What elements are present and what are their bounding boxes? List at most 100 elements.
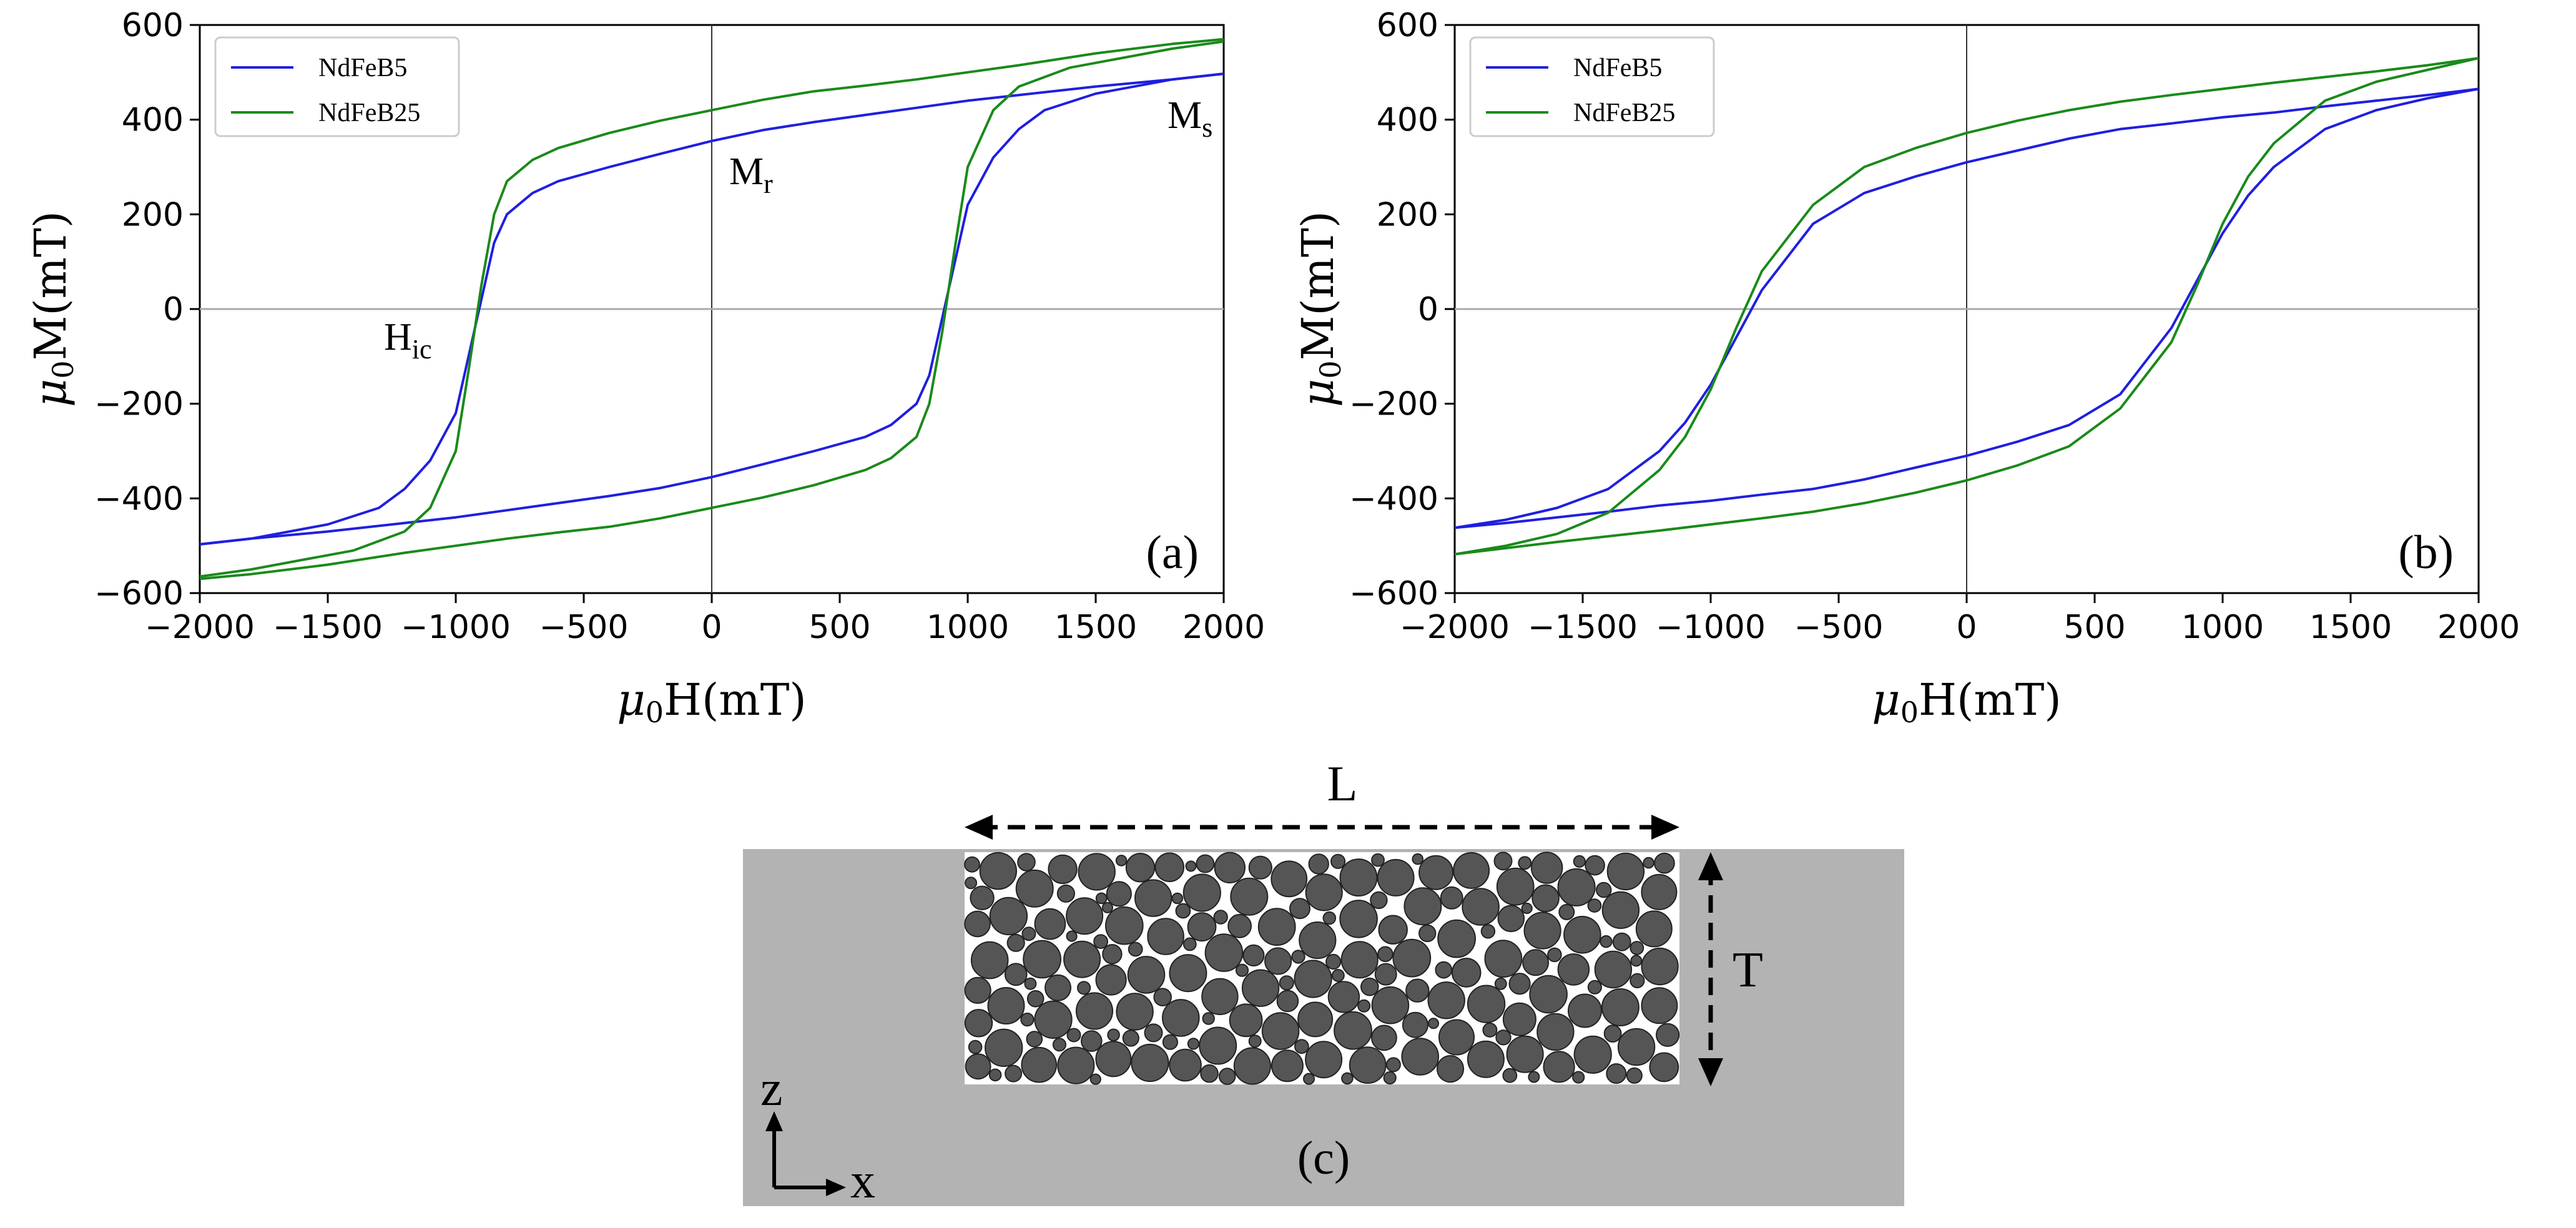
particle xyxy=(1557,868,1596,906)
particle xyxy=(1493,852,1513,871)
z-axis-label: z xyxy=(760,1061,783,1116)
particle xyxy=(1635,910,1673,948)
y-axis-label: μ0M(mT) xyxy=(1292,211,1347,407)
particle xyxy=(1451,958,1482,988)
x-tick-label: 1000 xyxy=(2181,609,2264,646)
particle xyxy=(1377,858,1415,896)
particle xyxy=(1378,915,1408,945)
particle xyxy=(1341,1072,1354,1085)
particle xyxy=(1102,944,1123,965)
annotation-mr: Mr xyxy=(729,150,773,199)
particle xyxy=(1334,1011,1372,1050)
particle xyxy=(1612,932,1631,951)
particle xyxy=(1045,974,1071,1001)
particle xyxy=(1462,888,1500,926)
chart-panel-a: −2000 −1500 −1000 −500 0 500 1000 1500 2000−600−… xyxy=(25,7,1265,729)
y-tick-label: 600 xyxy=(1377,7,1438,44)
particle xyxy=(1606,852,1645,891)
particle xyxy=(1404,887,1442,926)
panel-label-b: (b) xyxy=(2398,526,2454,579)
particle xyxy=(1331,969,1345,982)
particle xyxy=(1617,1028,1656,1066)
particle xyxy=(1127,956,1166,994)
particle xyxy=(1021,926,1036,941)
particle xyxy=(1271,1049,1304,1083)
particle xyxy=(965,877,978,890)
zero-lines xyxy=(1455,25,2479,593)
particle xyxy=(1563,916,1601,954)
particle xyxy=(1377,946,1394,963)
particle xyxy=(1056,884,1076,903)
particle xyxy=(1601,891,1640,930)
panel-label-a: (a) xyxy=(1146,526,1199,579)
particle xyxy=(1349,1046,1387,1084)
y-tick-label: −200 xyxy=(1349,386,1438,423)
particle xyxy=(1169,954,1207,993)
particle xyxy=(1392,938,1432,978)
y-tick-label: 0 xyxy=(1418,291,1438,328)
x-tick-label: 500 xyxy=(2063,609,2125,646)
particle xyxy=(1107,1028,1120,1042)
particle xyxy=(985,1028,1023,1068)
particle xyxy=(1024,977,1037,990)
y-tick-label: 600 xyxy=(122,7,184,44)
particle xyxy=(1438,1019,1475,1056)
particle xyxy=(1279,975,1294,991)
series-ndfeb25-ascending-branch xyxy=(1454,57,2479,556)
particle xyxy=(1241,969,1280,1007)
particle xyxy=(1531,884,1560,913)
particle xyxy=(1276,990,1299,1013)
particle xyxy=(1026,990,1045,1008)
particle xyxy=(1052,1038,1067,1052)
particle xyxy=(1630,955,1643,967)
particle xyxy=(1213,910,1228,925)
particle xyxy=(1530,852,1563,884)
particle xyxy=(1518,856,1532,870)
y-tick-label: 0 xyxy=(163,291,184,328)
particle xyxy=(1187,1038,1200,1050)
sample-diagram-panel-c: L T z x (c) xyxy=(743,757,1904,1209)
particle xyxy=(1606,1063,1627,1084)
series-ndfeb5-descending-branch xyxy=(1454,87,2479,529)
particle xyxy=(1643,857,1654,869)
particle xyxy=(1257,908,1296,946)
x-axis-label: x xyxy=(850,1154,875,1209)
particle xyxy=(1261,1012,1300,1050)
particle xyxy=(1023,940,1061,979)
particle xyxy=(1371,986,1410,1024)
particle xyxy=(988,1068,1002,1082)
x-tick-label: −2000 xyxy=(1400,609,1510,646)
particle xyxy=(1202,1012,1215,1025)
particle xyxy=(1271,860,1308,898)
particle xyxy=(1641,873,1678,910)
particle xyxy=(1573,1035,1612,1074)
particle xyxy=(1229,1003,1263,1038)
particle xyxy=(1089,1073,1101,1085)
particle xyxy=(1095,892,1108,905)
length-label: L xyxy=(1327,757,1358,812)
particle xyxy=(1595,882,1612,898)
legend-label-ndfeb25: NdFeB25 xyxy=(318,99,420,127)
particle xyxy=(1649,1052,1679,1083)
particle xyxy=(1543,1051,1575,1083)
particle xyxy=(1125,853,1156,883)
x-axis-label: μ0H(mT) xyxy=(1872,674,2062,729)
particle xyxy=(1641,947,1679,986)
particle xyxy=(1264,947,1292,975)
y-tick-label: 200 xyxy=(122,196,184,233)
annotation-hic: Hic xyxy=(384,316,432,365)
x-tick-label: 0 xyxy=(701,609,722,646)
particle xyxy=(1480,924,1496,939)
y-tick-label: 400 xyxy=(1377,102,1438,139)
y-axis-label: μ0M(mT) xyxy=(25,211,80,407)
particle xyxy=(1594,950,1633,989)
particle xyxy=(970,941,1009,980)
particle xyxy=(989,896,1028,936)
series-ndfeb5-ascending-branch xyxy=(1454,87,2479,529)
particle xyxy=(1005,1064,1023,1083)
particle xyxy=(1427,981,1465,1019)
particle xyxy=(1437,919,1477,958)
particle xyxy=(1600,935,1613,948)
particle xyxy=(1020,1013,1035,1027)
particle xyxy=(1169,1048,1202,1082)
